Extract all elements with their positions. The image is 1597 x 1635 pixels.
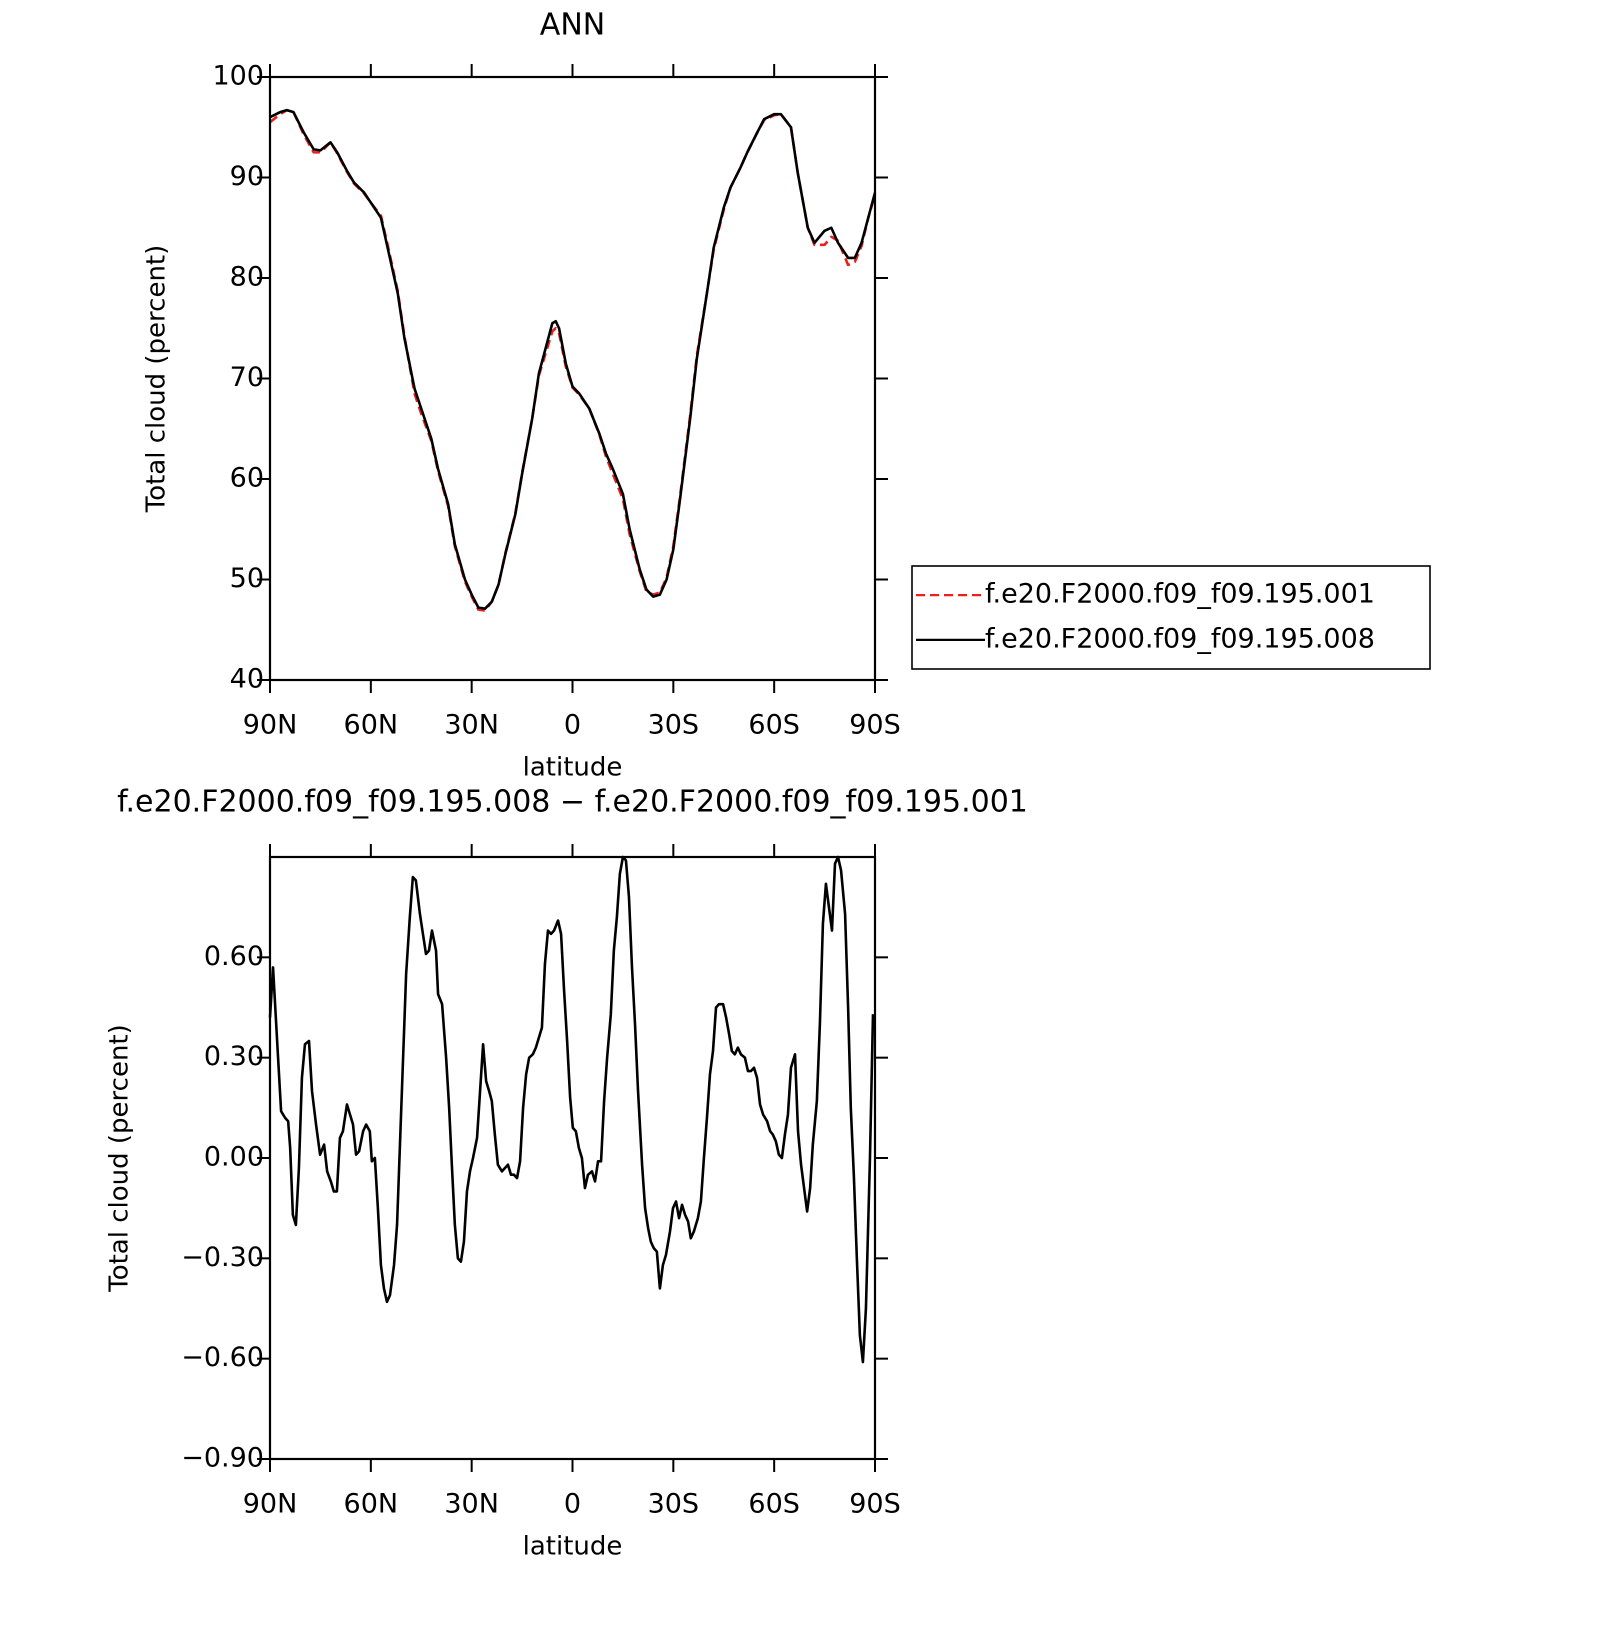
x-tick-label: 60S [748, 1489, 800, 1520]
x-tick-label: 30S [648, 1489, 700, 1520]
y-tick-label: 90 [230, 161, 264, 192]
x-tick-label: 60S [748, 710, 800, 741]
chart-title: f.e20.F2000.f09_f09.195.008 − f.e20.F200… [117, 785, 1028, 820]
y-tick-label: 0.30 [204, 1041, 264, 1072]
legend-box [911, 565, 1431, 670]
y-tick-label: 80 [230, 262, 264, 293]
legend-label: f.e20.F2000.f09_f09.195.001 [985, 579, 1375, 610]
x-tick-label: 90N [243, 1489, 298, 1520]
y-tick-label: 60 [230, 463, 264, 494]
x-tick-label: 90S [849, 710, 901, 741]
legend-label: f.e20.F2000.f09_f09.195.008 [985, 623, 1375, 654]
y-tick-label: 0.60 [204, 941, 264, 972]
x-tick-label: 30N [444, 710, 499, 741]
y-axis-label: Total cloud (percent) [105, 1024, 135, 1293]
x-axis-label: latitude [523, 753, 623, 783]
series-line [268, 855, 875, 1364]
series-line [269, 108, 877, 610]
y-tick-label: 70 [230, 362, 264, 393]
y-tick-label: 50 [230, 563, 264, 594]
y-tick-label: −0.90 [181, 1443, 264, 1474]
x-tick-label: 60N [344, 1489, 399, 1520]
x-tick-label: 90S [849, 1489, 901, 1520]
y-tick-label: −0.30 [181, 1242, 264, 1273]
y-tick-label: 0.00 [204, 1142, 264, 1173]
plot-frame [268, 855, 877, 1461]
x-tick-label: 0 [564, 710, 581, 741]
x-tick-label: 30N [444, 1489, 499, 1520]
series-line [269, 108, 877, 612]
x-tick-label: 0 [564, 1489, 581, 1520]
x-tick-label: 90N [243, 710, 298, 741]
y-tick-label: 100 [212, 61, 264, 92]
y-tick-label: −0.60 [181, 1342, 264, 1373]
y-axis-label: Total cloud (percent) [142, 245, 172, 514]
plot-frame [268, 75, 877, 682]
x-tick-label: 60N [344, 710, 399, 741]
y-tick-label: 40 [230, 664, 264, 695]
x-axis-label: latitude [523, 1532, 623, 1562]
chart-title: ANN [540, 8, 605, 43]
x-tick-label: 30S [648, 710, 700, 741]
